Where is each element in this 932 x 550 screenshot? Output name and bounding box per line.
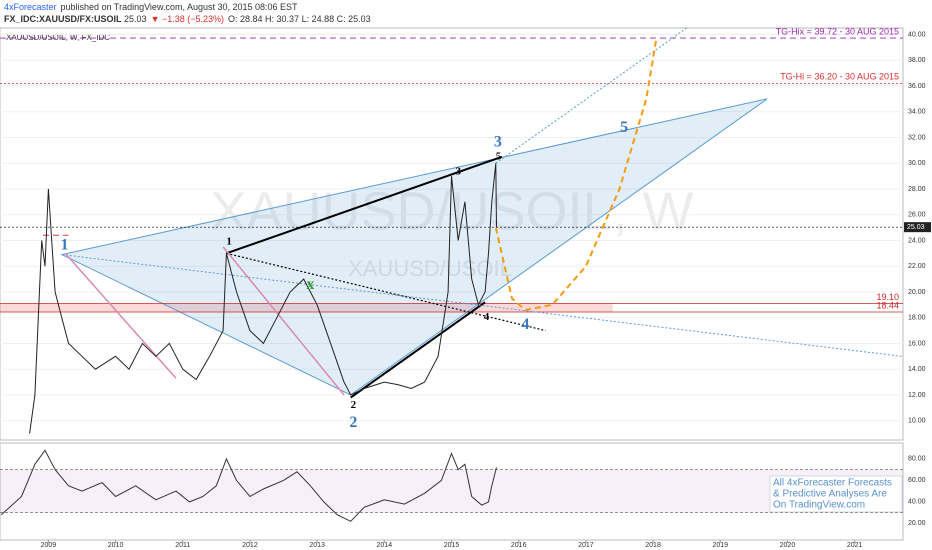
y-tick-label: 18.00 [908, 315, 926, 322]
y-tick-label: 22.00 [908, 263, 926, 270]
rsi-tick-label: 20.00 [908, 520, 926, 527]
price-line [29, 163, 497, 434]
quote-line: FX_IDC:XAUUSD/FX:USOIL 25.03 ▼ −1.38 (−5.… [4, 13, 375, 25]
note-line: On TradingView.com [773, 500, 865, 511]
y-tick-label: 14.00 [908, 366, 926, 373]
x-tick-label: 2014 [377, 542, 393, 549]
note-line: & Predictive Analyses Are [773, 489, 887, 500]
x-tick-label: 2021 [847, 542, 863, 549]
last-price-label: 25.03 [907, 224, 925, 231]
wave-label: 2 [349, 414, 357, 431]
wave-label: 4 [521, 316, 529, 333]
rsi-band [0, 469, 903, 513]
trend-line [222, 246, 345, 396]
wave-label: 5 [620, 119, 628, 136]
wave-label: 5 [496, 150, 502, 162]
trend-line [226, 155, 503, 255]
x-tick-label: 2016 [511, 542, 527, 549]
y-tick-label: 26.00 [908, 212, 926, 219]
y-tick-label: 38.00 [908, 57, 926, 64]
note-box [769, 475, 903, 513]
level-label: TG-Hix = 39.72 - 30 AUG 2015 [776, 26, 899, 36]
wave-label: 1 [226, 235, 232, 247]
wave-label: 2 [351, 399, 357, 411]
wave-label: 1 [61, 236, 69, 253]
level-label: TG-Hi = 36.20 - 30 AUG 2015 [780, 72, 899, 82]
wave-label: 3 [455, 166, 461, 178]
trend-line [61, 254, 902, 357]
y-tick-label: 20.00 [908, 289, 926, 296]
wave-label: 3 [494, 133, 502, 150]
y-tick-label: 40.00 [908, 31, 926, 38]
x-tick-label: 2013 [309, 542, 325, 549]
watermark-sub: XAUUSD/USOIL [348, 256, 512, 281]
x-tick-label: 2012 [242, 542, 258, 549]
x-tick-label: 2019 [712, 542, 728, 549]
header: 4xForecaster published on TradingView.com… [4, 1, 375, 25]
trend-line [494, 38, 658, 312]
x-tick-label: 2009 [41, 542, 57, 549]
ohlc: O: 28.84 H: 30.37 L: 24.88 C: 25.03 [228, 14, 371, 24]
triangle [60, 98, 768, 396]
last-price-tag [904, 222, 931, 233]
y-tick-label: 34.00 [908, 109, 926, 116]
rsi-line [0, 449, 497, 522]
wave-label: x [306, 276, 314, 293]
rsi-tick-label: 80.00 [908, 456, 926, 463]
note-line: All 4xForecaster Forecasts [773, 478, 892, 489]
y-tick-label: 30.00 [908, 160, 926, 167]
level-label: 18.44 [876, 300, 899, 310]
trend-line [226, 252, 546, 332]
y-tick-label: 36.00 [908, 83, 926, 90]
y-tick-label: 24.00 [908, 237, 926, 244]
rsi-tick-label: 60.00 [908, 477, 926, 484]
trend-line [495, 27, 687, 164]
y-tick-label: 32.00 [908, 134, 926, 141]
publisher[interactable]: 4xForecaster [4, 2, 57, 12]
x-tick-label: 2015 [444, 542, 460, 549]
change: ▼ −1.38 (−5.23%) [150, 14, 225, 24]
y-tick-label: 12.00 [908, 392, 926, 399]
level-label: 19.10 [876, 292, 899, 302]
price: 25.03 [124, 14, 147, 24]
support-zone [0, 303, 613, 313]
x-tick-label: 2018 [645, 542, 661, 549]
x-tick-label: 2011 [175, 542, 190, 549]
y-tick-label: 16.00 [908, 340, 926, 347]
published: published on TradingView.com, August 30,… [60, 2, 298, 12]
trend-line [350, 301, 486, 399]
wave-label: 4 [484, 311, 490, 323]
trend-line [64, 252, 177, 379]
y-tick-label: 28.00 [908, 186, 926, 193]
y-tick-label: 10.00 [908, 418, 926, 425]
x-tick-label: 2017 [578, 542, 594, 549]
symbol: FX_IDC:XAUUSD/FX:USOIL [4, 14, 122, 24]
main-frame [0, 27, 904, 441]
x-tick-label: 2020 [780, 542, 796, 549]
rsi-tick-label: 40.00 [908, 499, 926, 506]
publish-line: 4xForecaster published on TradingView.com… [4, 1, 375, 13]
legend: XAUUSD/USOIL, W, FX_IDC [6, 33, 110, 42]
x-tick-label: 2010 [108, 542, 124, 549]
